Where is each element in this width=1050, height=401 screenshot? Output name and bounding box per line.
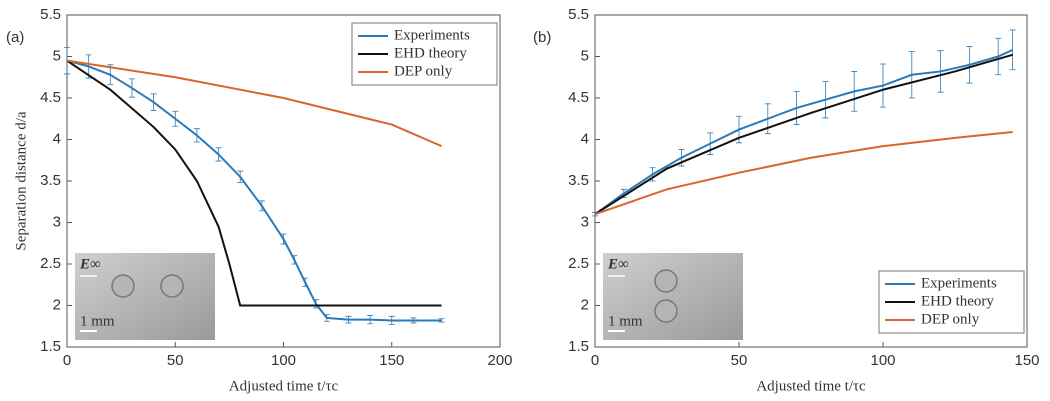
y-tick-label: 4.5: [568, 89, 589, 106]
y-tick-label: 5.5: [40, 6, 61, 23]
y-tick-label: 4.5: [40, 89, 61, 106]
series-line: [594, 48, 1014, 216]
droplet: [654, 269, 678, 293]
panel-label: (b): [533, 29, 551, 46]
y-axis-label: Separation distance d/a: [13, 111, 29, 250]
y-tick-label: 3.5: [568, 172, 589, 189]
series-line: [594, 131, 1013, 216]
droplet: [160, 274, 184, 298]
y-tick-label: 2.5: [40, 255, 61, 272]
legend-label: EHD theory: [394, 45, 467, 61]
legend-label: DEP only: [394, 63, 453, 79]
field-label: E∞: [607, 256, 629, 272]
y-tick-label: 3: [581, 213, 589, 230]
y-tick-label: 3.5: [40, 172, 61, 189]
legend-box: [878, 270, 1025, 334]
series-line: [66, 59, 442, 148]
scale-label: 1 mm: [608, 313, 643, 329]
droplet: [111, 274, 135, 298]
x-tick-label: 50: [731, 352, 748, 369]
y-tick-label: 1.5: [40, 338, 61, 355]
y-tick-label: 5: [53, 47, 61, 64]
x-tick-label: 0: [63, 352, 71, 369]
inset-image: [603, 253, 743, 340]
x-tick-label: 100: [271, 352, 296, 369]
x-axis-label: Adjusted time t/τc: [229, 378, 339, 394]
x-axis-label: Adjusted time t/τc: [756, 378, 866, 394]
legend-label: Experiments: [921, 275, 997, 291]
panel-label: (a): [6, 29, 24, 46]
x-tick-label: 150: [1014, 352, 1039, 369]
field-label: E∞: [79, 256, 101, 272]
x-tick-label: 50: [167, 352, 184, 369]
y-tick-label: 4: [53, 130, 61, 147]
y-tick-label: 1.5: [568, 338, 589, 355]
scale-label: 1 mm: [80, 313, 115, 329]
y-tick-label: 2: [581, 296, 589, 313]
y-tick-label: 3: [53, 213, 61, 230]
series-line: [66, 59, 442, 307]
legend-label: EHD theory: [921, 293, 994, 309]
inset-image: [75, 253, 215, 340]
y-tick-label: 2: [53, 296, 61, 313]
droplet: [654, 299, 678, 323]
y-tick-label: 4: [581, 130, 589, 147]
series-line: [594, 53, 1013, 216]
y-tick-label: 5: [581, 47, 589, 64]
x-tick-label: 100: [870, 352, 895, 369]
x-tick-label: 0: [591, 352, 599, 369]
series-line: [66, 59, 442, 322]
legend-label: Experiments: [394, 27, 470, 43]
x-tick-label: 200: [487, 352, 512, 369]
y-tick-label: 5.5: [568, 6, 589, 23]
x-tick-label: 150: [379, 352, 404, 369]
legend-label: DEP only: [921, 311, 980, 327]
y-tick-label: 2.5: [568, 255, 589, 272]
